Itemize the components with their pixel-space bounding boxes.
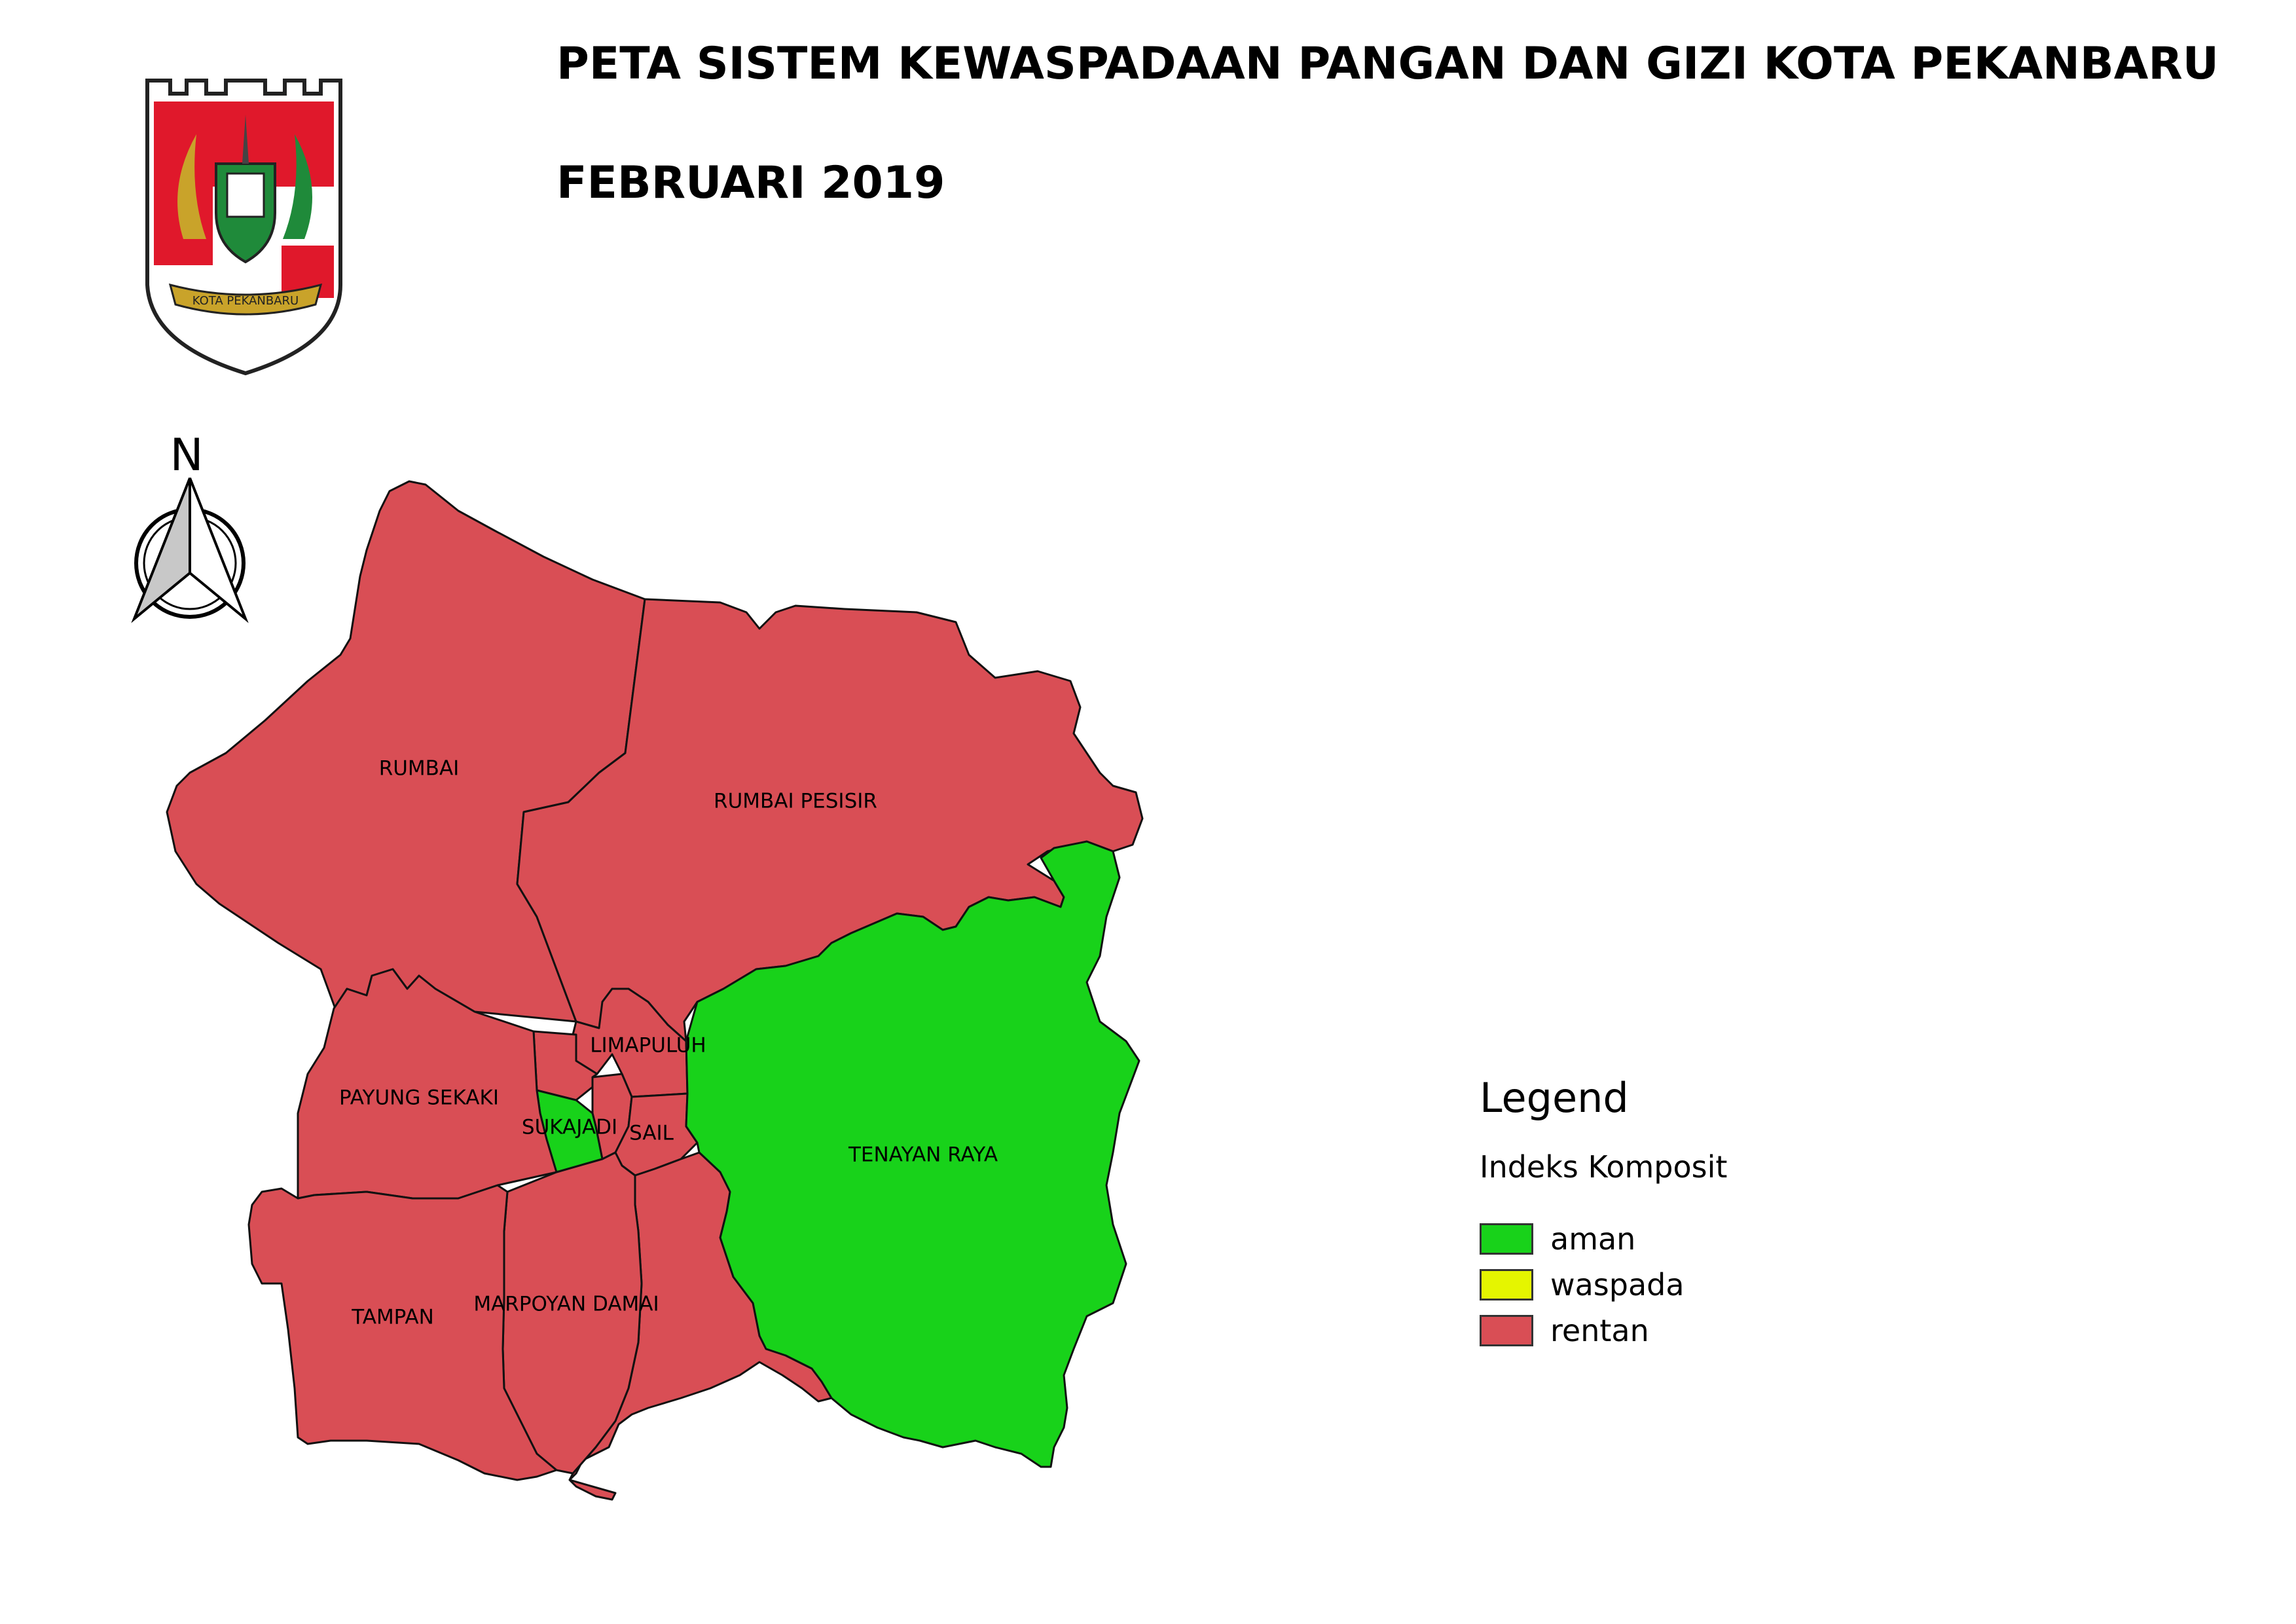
legend-label-rentan: rentan <box>1550 1313 1649 1348</box>
legend: Legend Indeks Komposit aman waspada rent… <box>1480 1074 1727 1354</box>
label-tampan: TAMPAN <box>351 1306 434 1329</box>
district-tampan[interactable] <box>247 1184 558 1481</box>
legend-label-waspada: waspada <box>1550 1267 1685 1302</box>
label-marpoyan-damai: MARPOYAN DAMAI <box>473 1293 659 1316</box>
emblem-ribbon <box>168 283 323 316</box>
legend-label-aman: aman <box>1550 1221 1636 1257</box>
legend-title: Legend <box>1480 1074 1629 1122</box>
cotton-branch-icon <box>283 134 312 239</box>
label-tenayan-raya: TENAYAN RAYA <box>848 1143 998 1167</box>
label-rumbai-pesisir: RUMBAI PESISIR <box>714 790 877 813</box>
legend-swatch-aman <box>1480 1223 1533 1255</box>
label-limapuluh: LIMAPULUH <box>590 1034 706 1058</box>
label-rumbai: RUMBAI <box>379 757 460 781</box>
legend-subtitle: Indeks Komposit <box>1480 1149 1728 1185</box>
legend-item-aman: aman <box>1480 1216 1727 1262</box>
north-label: N <box>170 432 204 481</box>
map-subtitle: FEBRUARI 2019 <box>556 157 945 209</box>
rice-stalk-icon <box>177 134 206 239</box>
north-arrow-icon: N <box>131 432 249 623</box>
legend-swatch-rentan <box>1480 1315 1533 1346</box>
district-payung-sekaki[interactable] <box>297 968 558 1200</box>
city-emblem-logo: KOTA PEKANBARU <box>145 79 342 376</box>
label-payung-sekaki: PAYUNG SEKAKI <box>339 1086 499 1110</box>
map-title: PETA SISTEM KEWASPADAAN PANGAN DAN GIZI … <box>556 38 2219 90</box>
label-sukajadi: SUKAJADI <box>522 1116 617 1139</box>
legend-item-waspada: waspada <box>1480 1262 1727 1308</box>
legend-item-rentan: rentan <box>1480 1308 1727 1354</box>
legend-swatch-waspada <box>1480 1269 1533 1301</box>
emblem-ribbon-text: KOTA PEKANBARU <box>192 294 299 308</box>
label-sail: SAIL <box>629 1122 674 1145</box>
